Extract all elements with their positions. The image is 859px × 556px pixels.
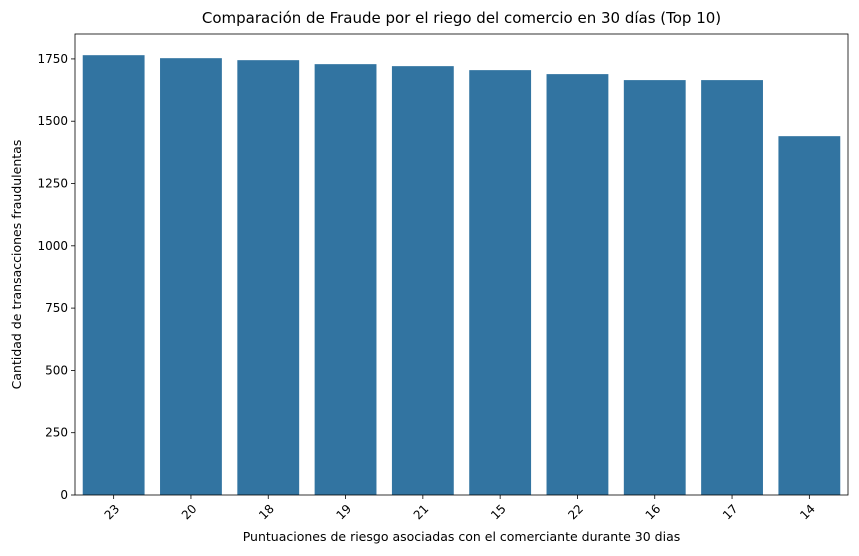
x-tick-label: 21 [411,502,432,523]
y-tick-label: 1250 [37,177,68,191]
x-tick-label: 15 [488,502,509,523]
x-tick-label: 14 [797,502,818,523]
bar-18 [237,60,300,496]
bar-20 [160,58,222,495]
x-tick-label: 20 [179,502,200,523]
chart-title: Comparación de Fraude por el riego del c… [202,9,721,27]
x-tick-label: 17 [720,502,741,523]
bar-19 [314,64,377,496]
bar-15 [469,70,532,495]
bar-21 [391,66,454,495]
x-tick-label: 23 [102,502,123,523]
x-tick-label: 19 [333,502,354,523]
bar-16 [623,80,686,495]
x-tick-label: 22 [565,502,586,523]
x-tick-label: 16 [643,502,664,523]
x-axis-ticks: 23 20 18 19 21 15 22 16 17 14 [102,495,818,522]
y-tick-label: 250 [45,426,68,440]
y-tick-label: 1000 [37,239,68,253]
bar-17 [701,80,763,495]
plot-frame [74,33,849,496]
bars-group [82,55,841,496]
y-tick-label: 1500 [37,114,68,128]
bar-14 [778,136,841,495]
y-axis-ticks: 0 250 500 750 1000 1250 1500 1750 [37,52,75,502]
y-axis-label: Cantidad de transacciones fraudulentas [9,140,24,390]
bar-23 [82,55,145,495]
x-tick-label: 18 [256,502,277,523]
x-axis-label: Puntuaciones de riesgo asociadas con el … [243,529,681,544]
y-tick-label: 1750 [37,52,68,66]
y-tick-label: 750 [45,301,68,315]
y-tick-label: 500 [45,363,68,377]
y-tick-label: 0 [60,488,68,502]
bar-22 [546,74,609,496]
